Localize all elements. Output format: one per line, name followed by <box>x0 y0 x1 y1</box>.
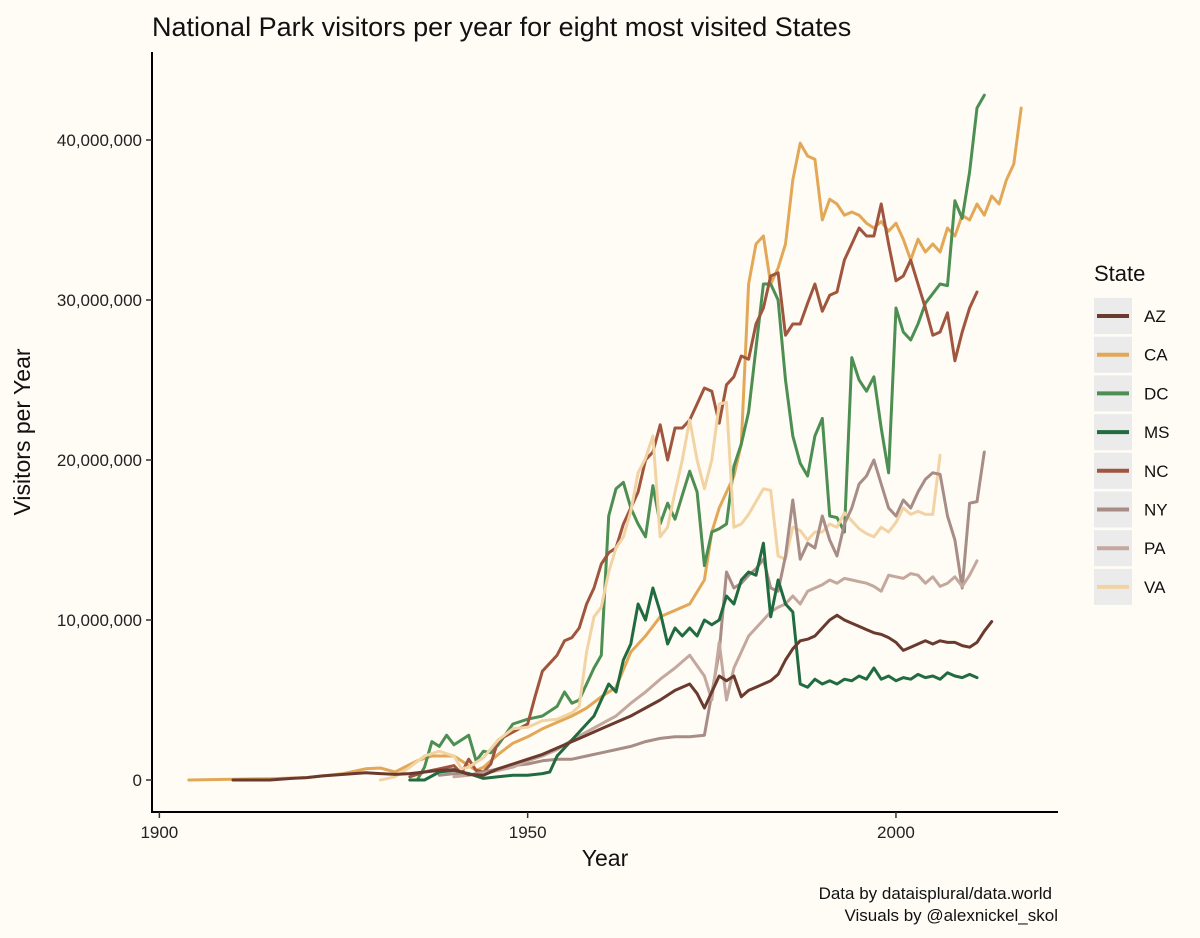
legend-label: AZ <box>1144 307 1166 326</box>
x-tick-label: 1950 <box>509 823 547 842</box>
plot-area: 0 10,000,000 20,000,000 30,000,000 40,000,00… <box>57 52 1058 842</box>
legend-item-va: VA <box>1094 568 1166 605</box>
y-tick-label: 10,000,000 <box>57 611 142 630</box>
series-line-az <box>231 613 994 782</box>
legend-label: VA <box>1144 578 1166 597</box>
x-axis-ticks: 1900 1950 2000 <box>140 812 915 842</box>
legend-item-az: AZ <box>1094 298 1166 334</box>
series-layer <box>187 93 1023 782</box>
legend-item-dc: DC <box>1094 375 1169 412</box>
caption-line-1: Data by dataisplural/data.world <box>819 884 1052 903</box>
legend-item-nc: NC <box>1094 452 1169 489</box>
caption: Data by dataisplural/data.world Visuals … <box>819 884 1058 925</box>
legend-title: State <box>1094 261 1145 286</box>
series-line-dc <box>415 93 986 782</box>
legend-label: NY <box>1144 501 1168 520</box>
chart-title: National Park visitors per year for eigh… <box>152 12 851 42</box>
series-line-nc <box>408 202 979 779</box>
series-line-va <box>378 400 942 782</box>
legend-item-pa: PA <box>1094 530 1166 567</box>
y-tick-label: 20,000,000 <box>57 451 142 470</box>
x-tick-label: 2000 <box>877 823 915 842</box>
x-tick-label: 1900 <box>140 823 178 842</box>
legend-label: NC <box>1144 462 1169 481</box>
legend: State AZ CA DC MS NC NY PA VA <box>1094 261 1170 605</box>
series-line-ny <box>437 450 986 777</box>
y-tick-label: 30,000,000 <box>57 291 142 310</box>
y-tick-label: 40,000,000 <box>57 131 142 150</box>
x-axis-title: Year <box>582 845 629 871</box>
series-line-ms <box>408 541 979 782</box>
legend-label: DC <box>1144 384 1169 403</box>
legend-label: MS <box>1144 423 1170 442</box>
legend-items: AZ CA DC MS NC NY PA VA <box>1094 298 1170 605</box>
legend-item-ms: MS <box>1094 414 1170 451</box>
series-line-pa <box>452 559 979 779</box>
y-axis-ticks: 0 10,000,000 20,000,000 30,000,000 40,000,00… <box>57 131 152 790</box>
y-tick-label: 0 <box>133 771 142 790</box>
y-axis-title: Visitors per Year <box>9 348 35 515</box>
legend-item-ny: NY <box>1094 491 1168 528</box>
legend-label: PA <box>1144 539 1166 558</box>
legend-label: CA <box>1144 346 1168 365</box>
caption-line-2: Visuals by @alexnickel_skol <box>845 906 1059 925</box>
legend-item-ca: CA <box>1094 336 1168 373</box>
